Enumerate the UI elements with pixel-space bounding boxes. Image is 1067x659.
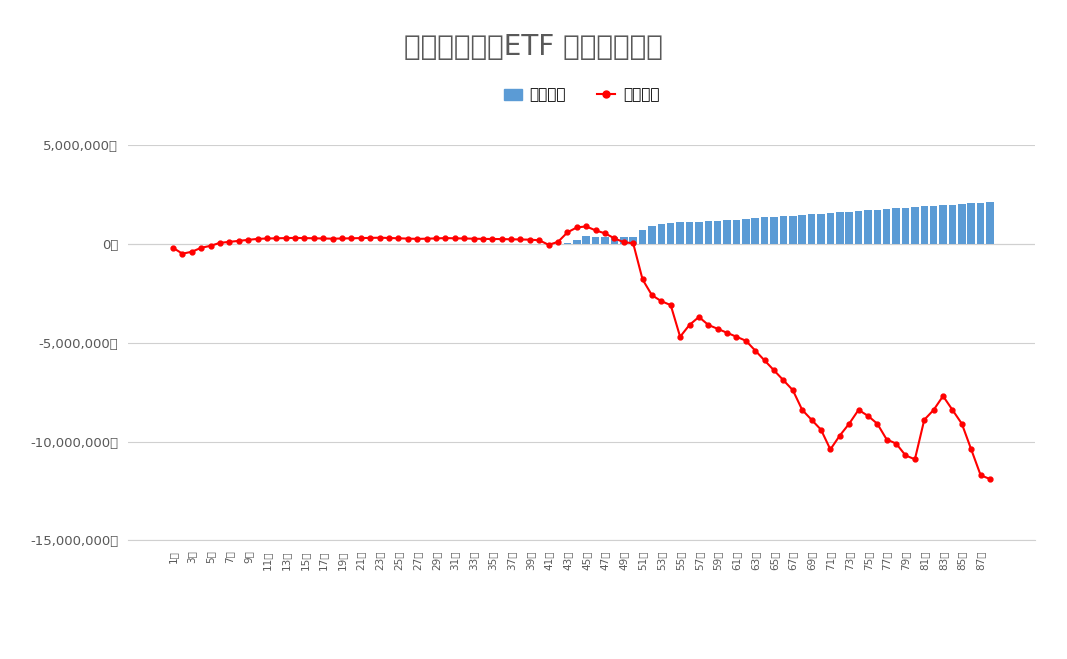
Bar <box>968 203 975 244</box>
Bar <box>827 214 834 244</box>
Bar <box>949 206 956 244</box>
Bar <box>770 217 778 244</box>
Bar <box>958 204 966 244</box>
Bar <box>930 206 938 244</box>
Bar <box>704 221 712 244</box>
Bar <box>902 208 909 244</box>
Bar <box>780 216 787 244</box>
Bar <box>686 222 694 244</box>
Bar <box>921 206 928 244</box>
Bar <box>855 211 862 244</box>
Bar <box>630 237 637 244</box>
Bar <box>761 217 768 244</box>
Bar <box>733 220 740 244</box>
Bar <box>798 215 806 244</box>
Bar <box>695 222 703 244</box>
Bar <box>667 223 674 244</box>
Bar <box>742 219 750 244</box>
Bar <box>939 206 946 244</box>
Bar <box>592 237 600 244</box>
Bar <box>610 237 618 244</box>
Bar <box>986 202 993 244</box>
Bar <box>639 230 647 244</box>
Bar <box>837 212 844 244</box>
Bar <box>892 208 899 244</box>
Bar <box>864 210 872 244</box>
Bar <box>657 224 665 244</box>
Bar <box>751 218 759 244</box>
Bar <box>723 220 731 244</box>
Bar <box>911 207 919 244</box>
Bar <box>583 236 590 244</box>
Bar <box>874 210 881 244</box>
Bar <box>573 240 580 244</box>
Bar <box>714 221 721 244</box>
Bar <box>620 237 627 244</box>
Bar <box>977 203 985 244</box>
Bar <box>563 243 571 244</box>
Bar <box>648 226 656 244</box>
Bar <box>845 212 853 244</box>
Bar <box>676 222 684 244</box>
Text: トライオートETF 週別運用実績: トライオートETF 週別運用実績 <box>404 33 663 61</box>
Bar <box>883 210 891 244</box>
Bar <box>808 214 815 244</box>
Legend: 実現損益, 評価損益: 実現損益, 評価損益 <box>497 82 666 109</box>
Bar <box>817 214 825 244</box>
Bar <box>790 216 797 244</box>
Bar <box>601 237 609 244</box>
